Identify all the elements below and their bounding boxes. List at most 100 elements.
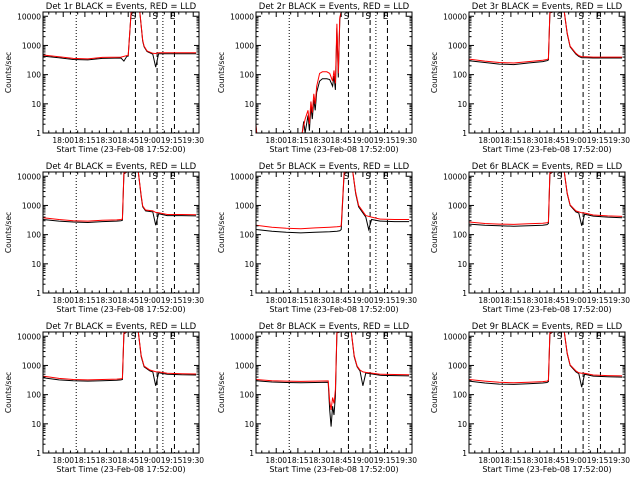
x-tick-label: 18:00 — [52, 136, 74, 145]
x-axis-label: Start Time (23-Feb-08 17:52:00) — [269, 305, 398, 314]
plot-frame — [42, 171, 200, 294]
x-tick-label: 19:30 — [608, 136, 630, 145]
x-tick-label: 19:15 — [374, 296, 396, 305]
x-tick-label: 19:30 — [182, 136, 204, 145]
y-tick-label: 1000 — [448, 201, 467, 210]
events-series-line — [43, 172, 197, 226]
y-axis-label: Counts/sec — [4, 52, 13, 93]
y-tick-label: 1000 — [235, 361, 254, 370]
y-tick-label: 10 — [31, 420, 41, 429]
detector-panel-5: Det 5r BLACK = Events, RED = LLD 1 10 100 10… — [217, 162, 417, 314]
x-tick-label: 19:15 — [161, 296, 183, 305]
x-tick-label: 18:45 — [543, 136, 565, 145]
x-tick-label: 19:15 — [587, 456, 609, 465]
x-tick-label: 18:15 — [287, 456, 309, 465]
lld-series-line — [469, 332, 623, 384]
y-axis-label: Counts/sec — [217, 52, 226, 93]
x-tick-label: 19:30 — [608, 296, 630, 305]
time-marker-label: E — [383, 172, 388, 182]
detector-panel-9: Det 9r BLACK = Events, RED = LLD 1 10 100 10… — [430, 322, 630, 474]
time-marker-label: S — [557, 172, 562, 182]
y-tick-label: 1000 — [448, 361, 467, 370]
x-tick-label: 18:45 — [330, 296, 352, 305]
x-tick-label: 18:15 — [500, 136, 522, 145]
panel-title: Det 6r BLACK = Events, RED = LLD — [472, 162, 623, 172]
time-marker-label: E — [170, 12, 175, 22]
y-tick-label: 1 — [462, 449, 467, 458]
lld-series-line — [43, 332, 197, 381]
y-tick-label: 10000 — [443, 332, 467, 341]
y-axis-label: Counts/sec — [430, 212, 439, 253]
time-marker-label: S — [152, 332, 157, 342]
x-tick-label: 18:15 — [287, 136, 309, 145]
x-tick-label: 19:00 — [139, 296, 161, 305]
y-tick-label: 100 — [453, 71, 468, 80]
x-tick-label: 18:15 — [500, 456, 522, 465]
lld-series-line — [43, 172, 197, 222]
events-series-line — [469, 12, 623, 66]
detector-panel-7: Det 7r BLACK = Events, RED = LLD 1 10 100 10… — [4, 322, 204, 474]
panel-title: Det 3r BLACK = Events, RED = LLD — [472, 2, 623, 12]
time-marker-label: S — [365, 172, 370, 182]
time-marker-label: S — [344, 12, 349, 22]
y-tick-label: 1000 — [22, 361, 41, 370]
detector-panel-6: Det 6r BLACK = Events, RED = LLD 1 10 100 10… — [430, 162, 630, 314]
time-marker-label: S — [578, 332, 583, 342]
y-tick-label: 100 — [240, 231, 255, 240]
time-marker-label: E — [596, 12, 601, 22]
time-marker-label: S — [131, 332, 136, 342]
x-tick-label: 18:30 — [309, 296, 331, 305]
x-tick-label: 19:30 — [608, 456, 630, 465]
y-axis-label: Counts/sec — [430, 372, 439, 413]
lld-series-line — [469, 12, 623, 64]
plot-frame — [468, 11, 626, 134]
y-tick-label: 10 — [244, 260, 254, 269]
x-tick-label: 19:15 — [587, 136, 609, 145]
time-marker-label: S — [152, 172, 157, 182]
y-tick-label: 100 — [27, 71, 42, 80]
x-tick-label: 18:30 — [309, 456, 331, 465]
x-tick-label: 18:30 — [96, 296, 118, 305]
time-marker-label: E — [170, 332, 175, 342]
x-axis-label: Start Time (23-Feb-08 17:52:00) — [269, 145, 398, 154]
y-tick-label: 1000 — [235, 41, 254, 50]
x-axis-label: Start Time (23-Feb-08 17:52:00) — [56, 145, 185, 154]
time-marker-label: S — [365, 332, 370, 342]
x-tick-label: 19:00 — [565, 456, 587, 465]
events-series-line — [256, 332, 410, 427]
y-tick-label: 10 — [457, 100, 467, 109]
x-tick-label: 19:15 — [374, 136, 396, 145]
y-tick-label: 10 — [457, 260, 467, 269]
y-tick-label: 1 — [249, 289, 254, 298]
y-axis-label: Counts/sec — [217, 212, 226, 253]
x-tick-label: 19:15 — [587, 296, 609, 305]
lld-series-line — [43, 12, 197, 60]
x-tick-label: 18:45 — [117, 136, 139, 145]
plot-frame — [468, 331, 626, 454]
y-tick-label: 1 — [462, 129, 467, 138]
x-tick-label: 18:45 — [543, 456, 565, 465]
x-tick-label: 19:30 — [395, 296, 417, 305]
detector-panel-4: Det 4r BLACK = Events, RED = LLD 1 10 100 10… — [4, 162, 204, 314]
x-tick-label: 18:45 — [117, 456, 139, 465]
y-axis-label: Counts/sec — [217, 372, 226, 413]
y-tick-label: 1 — [249, 129, 254, 138]
x-axis-label: Start Time (23-Feb-08 17:52:00) — [56, 305, 185, 314]
plot-frame — [42, 11, 200, 134]
events-series-line — [43, 332, 197, 386]
x-tick-label: 18:15 — [287, 296, 309, 305]
y-tick-label: 10 — [31, 260, 41, 269]
y-tick-label: 10 — [244, 420, 254, 429]
time-marker-label: E — [596, 172, 601, 182]
y-axis-label: Counts/sec — [430, 52, 439, 93]
time-marker-label: S — [131, 12, 136, 22]
detector-panel-2: Det 2r BLACK = Events, RED = LLD 1 10 100 10… — [217, 2, 417, 154]
lld-series-line — [469, 172, 623, 225]
detector-panel-3: Det 3r BLACK = Events, RED = LLD 1 10 100 10… — [430, 2, 630, 154]
y-tick-label: 1 — [249, 449, 254, 458]
x-tick-label: 19:30 — [182, 456, 204, 465]
y-tick-label: 10000 — [17, 332, 41, 341]
y-tick-label: 100 — [240, 391, 255, 400]
x-tick-label: 18:15 — [74, 456, 96, 465]
